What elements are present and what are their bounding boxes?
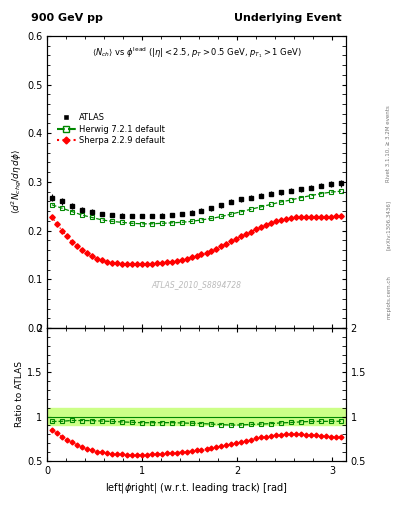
Text: Rivet 3.1.10, ≥ 3.2M events: Rivet 3.1.10, ≥ 3.2M events [386, 105, 391, 182]
Text: [arXiv:1306.3436]: [arXiv:1306.3436] [386, 200, 391, 250]
Text: 900 GeV pp: 900 GeV pp [31, 13, 103, 23]
Text: $\langle N_{ch}\rangle$ vs $\phi^{\rm lead}$ ($|\eta|<2.5$, $p_T>0.5$ GeV, $p_{T: $\langle N_{ch}\rangle$ vs $\phi^{\rm le… [92, 45, 301, 59]
Legend: ATLAS, Herwig 7.2.1 default, Sherpa 2.2.9 default: ATLAS, Herwig 7.2.1 default, Sherpa 2.2.… [57, 113, 165, 145]
X-axis label: left|$\phi$right| (w.r.t. leading track) [rad]: left|$\phi$right| (w.r.t. leading track)… [105, 481, 288, 495]
Text: mcplots.cern.ch: mcplots.cern.ch [386, 275, 391, 319]
Y-axis label: $\langle d^2 N_{chg}/d\eta\,d\phi\rangle$: $\langle d^2 N_{chg}/d\eta\,d\phi\rangle… [10, 150, 24, 215]
Text: Underlying Event: Underlying Event [234, 13, 342, 23]
Text: ATLAS_2010_S8894728: ATLAS_2010_S8894728 [151, 280, 242, 289]
Y-axis label: Ratio to ATLAS: Ratio to ATLAS [15, 361, 24, 428]
